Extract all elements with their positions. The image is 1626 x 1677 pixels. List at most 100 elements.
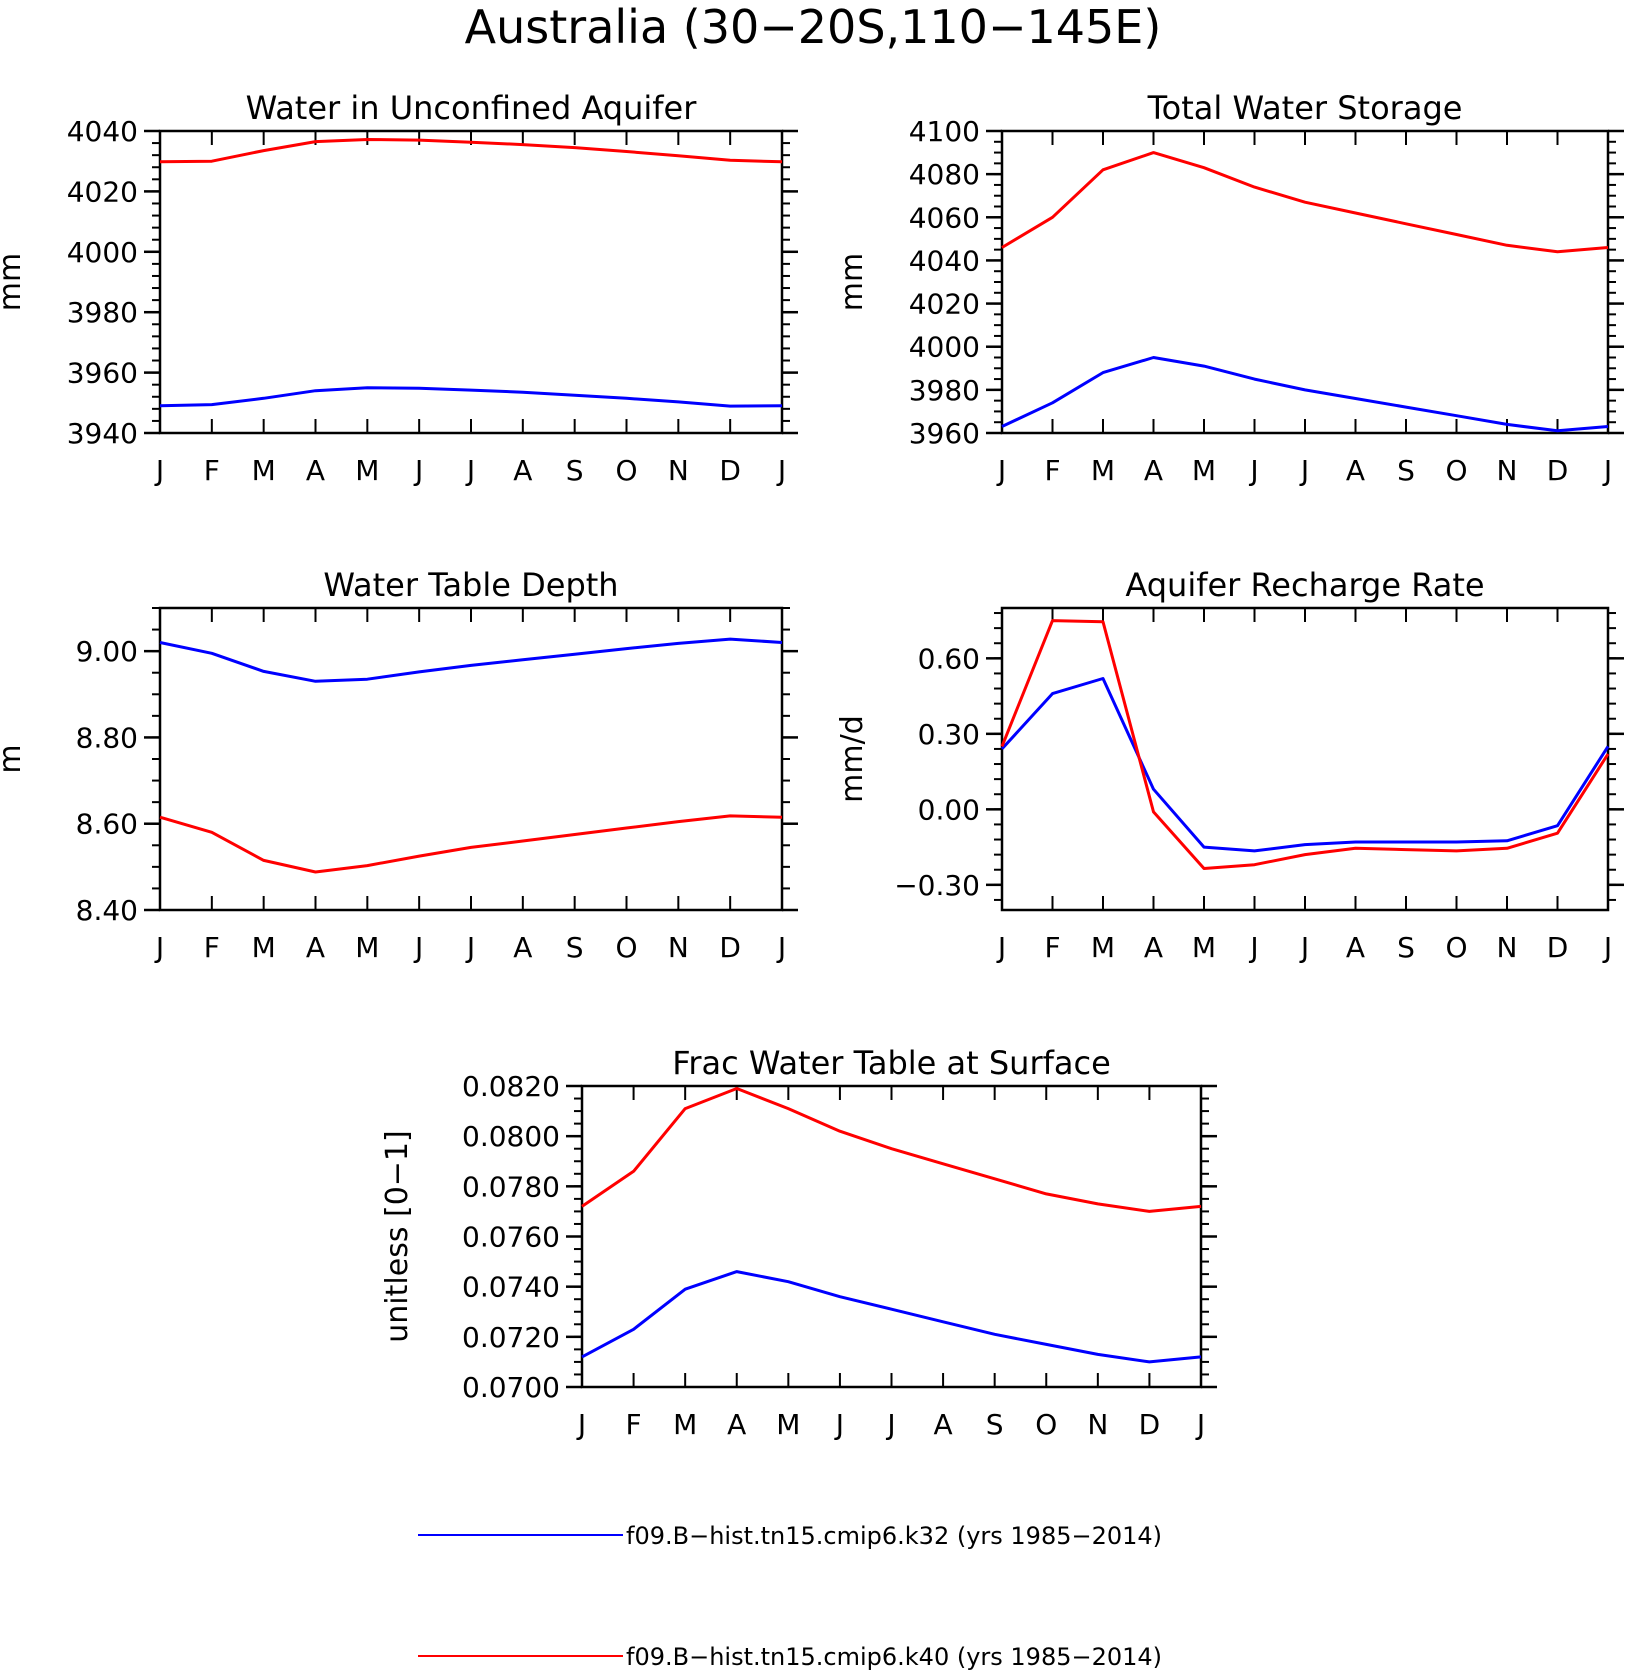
x-tick-label: O bbox=[1445, 931, 1467, 964]
x-tick-label: J bbox=[1195, 1408, 1205, 1441]
x-tick-label: J bbox=[576, 1408, 586, 1441]
x-tick-label: A bbox=[1144, 454, 1163, 487]
series-line-1 bbox=[159, 138, 783, 164]
series-line-0 bbox=[1000, 677, 1610, 853]
y-tick-label: 0.00 bbox=[918, 793, 980, 826]
panel-title: Water Table Depth bbox=[323, 566, 618, 604]
series-line-0 bbox=[1001, 356, 1609, 433]
y-axis-label: mm bbox=[835, 253, 870, 311]
plot-frame bbox=[1000, 606, 1610, 912]
x-tick-label: N bbox=[668, 454, 689, 487]
x-tick-label: M bbox=[1091, 931, 1115, 964]
x-tick-label: S bbox=[1397, 454, 1415, 487]
x-tick-label: O bbox=[615, 931, 637, 964]
panel-title: Aquifer Recharge Rate bbox=[1125, 566, 1484, 604]
series-line-0 bbox=[581, 1270, 1202, 1364]
x-tick-label: M bbox=[1192, 931, 1216, 964]
x-tick-label: A bbox=[513, 454, 532, 487]
x-tick-label: J bbox=[154, 454, 164, 487]
x-tick-label: O bbox=[1445, 454, 1467, 487]
x-tick-label: J bbox=[154, 931, 164, 964]
plot-frame bbox=[580, 1084, 1203, 1389]
x-tick-label: F bbox=[1044, 454, 1060, 487]
x-tick-label: J bbox=[465, 454, 475, 487]
x-tick-label: M bbox=[776, 1408, 800, 1441]
y-tick-label: 4040 bbox=[67, 115, 138, 148]
y-tick-label: 0.0700 bbox=[462, 1371, 560, 1404]
legend: f09.B−hist.tn15.cmip6.k32 (yrs 1985−2014… bbox=[418, 1522, 1162, 1671]
y-axis-label: mm/d bbox=[835, 715, 870, 803]
x-tick-label: A bbox=[1346, 454, 1365, 487]
x-tick-label: J bbox=[1299, 931, 1309, 964]
x-tick-label: J bbox=[776, 931, 786, 964]
y-tick-label: 4020 bbox=[909, 288, 980, 321]
y-tick-label: 0.0720 bbox=[462, 1321, 560, 1354]
x-tick-label: J bbox=[1602, 454, 1612, 487]
x-tick-label: J bbox=[465, 931, 475, 964]
panel-title: Frac Water Table at Surface bbox=[672, 1044, 1111, 1082]
panel-title: Water in Unconfined Aquifer bbox=[246, 89, 698, 127]
y-tick-label: 0.0740 bbox=[462, 1271, 560, 1304]
x-tick-label: F bbox=[626, 1408, 642, 1441]
legend-label-k32: f09.B−hist.tn15.cmip6.k32 (yrs 1985−2014… bbox=[626, 1522, 1162, 1550]
x-tick-label: M bbox=[673, 1408, 697, 1441]
x-tick-label: J bbox=[1299, 454, 1309, 487]
x-tick-label: S bbox=[566, 454, 584, 487]
x-tick-label: A bbox=[727, 1408, 746, 1441]
y-tick-label: 8.40 bbox=[76, 894, 138, 927]
series-line-1 bbox=[581, 1087, 1202, 1213]
y-tick-label: 3940 bbox=[67, 417, 138, 450]
x-tick-label: J bbox=[413, 454, 423, 487]
x-tick-label: J bbox=[776, 454, 786, 487]
x-tick-label: F bbox=[204, 931, 220, 964]
y-tick-label: −0.30 bbox=[894, 869, 980, 902]
x-tick-label: J bbox=[996, 454, 1006, 487]
y-tick-label: 8.80 bbox=[76, 721, 138, 754]
y-axis-label: unitless [0−1] bbox=[380, 1130, 415, 1342]
legend-label-k40: f09.B−hist.tn15.cmip6.k40 (yrs 1985−2014… bbox=[626, 1643, 1162, 1671]
x-tick-label: D bbox=[719, 931, 741, 964]
y-axis-label: m bbox=[0, 744, 28, 773]
x-tick-label: D bbox=[1547, 454, 1569, 487]
x-tick-label: J bbox=[885, 1408, 895, 1441]
y-tick-label: 9.00 bbox=[76, 635, 138, 668]
x-tick-label: M bbox=[355, 454, 379, 487]
y-tick-label: 4040 bbox=[909, 244, 980, 277]
x-tick-label: J bbox=[1248, 931, 1258, 964]
y-tick-label: 4060 bbox=[909, 201, 980, 234]
y-tick-label: 3980 bbox=[67, 296, 138, 329]
x-tick-label: A bbox=[934, 1408, 953, 1441]
plot-frame bbox=[158, 606, 784, 912]
y-tick-label: 3980 bbox=[909, 374, 980, 407]
x-tick-label: N bbox=[1497, 454, 1518, 487]
x-tick-label: N bbox=[668, 931, 689, 964]
y-tick-label: 0.0820 bbox=[462, 1070, 560, 1103]
y-tick-label: 4100 bbox=[909, 115, 980, 148]
y-tick-label: 4020 bbox=[67, 175, 138, 208]
x-tick-label: M bbox=[1192, 454, 1216, 487]
y-tick-label: 0.0760 bbox=[462, 1221, 560, 1254]
series-line-1 bbox=[1000, 619, 1610, 870]
y-tick-label: 0.60 bbox=[918, 642, 980, 675]
x-tick-label: N bbox=[1497, 931, 1518, 964]
x-tick-label: S bbox=[1397, 931, 1415, 964]
x-tick-label: N bbox=[1087, 1408, 1108, 1441]
x-tick-label: A bbox=[1346, 931, 1365, 964]
y-tick-label: 4080 bbox=[909, 158, 980, 191]
series-line-1 bbox=[159, 814, 783, 874]
series-line-0 bbox=[159, 386, 783, 408]
x-tick-label: J bbox=[996, 931, 1006, 964]
y-axis-label: mm bbox=[0, 253, 28, 311]
x-tick-label: M bbox=[252, 454, 276, 487]
x-tick-label: M bbox=[252, 931, 276, 964]
plot-frame bbox=[1000, 129, 1610, 435]
x-tick-label: M bbox=[1091, 454, 1115, 487]
x-tick-label: A bbox=[513, 931, 532, 964]
x-tick-label: A bbox=[1144, 931, 1163, 964]
